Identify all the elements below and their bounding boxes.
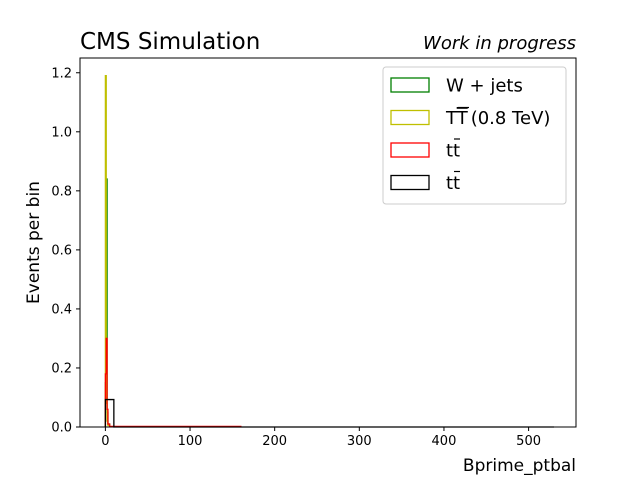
y-axis-ticks: 0.0 0.2 0.4 0.6 0.8 1.0 1.2 xyxy=(51,66,80,436)
chart-header-right: Work in progress xyxy=(423,33,576,54)
chart-header-left: CMS Simulation xyxy=(80,29,260,55)
legend-label: tt xyxy=(446,141,460,162)
plot-frame xyxy=(79,57,577,428)
x-axis-ticks: 0 100 200 300 400 500 xyxy=(101,427,541,449)
legend-swatch xyxy=(390,142,430,158)
y-axis-label: Events per bin xyxy=(24,181,44,304)
legend-box xyxy=(382,66,567,205)
histogram-series-1 xyxy=(104,75,111,427)
histogram-series-2 xyxy=(104,337,242,428)
legend-swatch xyxy=(390,174,430,191)
legend-swatch xyxy=(390,109,430,126)
legend-label: TT (0.8 TeV) xyxy=(445,108,550,129)
x-tick-label: 0 xyxy=(101,434,109,449)
y-tick-label: 1.2 xyxy=(51,66,72,81)
x-tick-label: 100 xyxy=(178,434,203,449)
y-tick-label: 0.6 xyxy=(51,243,72,258)
legend-label: tt xyxy=(446,173,460,194)
x-axis-label: Bprime_ptbal xyxy=(463,456,576,476)
y-tick-label: 1.0 xyxy=(51,125,72,140)
x-tick-label: 500 xyxy=(516,434,541,449)
legend-swatch xyxy=(390,77,430,93)
legend-label: W + jets xyxy=(446,76,523,97)
y-tick-label: 0.0 xyxy=(51,421,72,436)
x-tick-label: 400 xyxy=(432,434,457,449)
y-tick-label: 0.8 xyxy=(51,184,72,199)
histogram-series-3 xyxy=(104,398,554,428)
legend: W + jets TT (0.8 TeV) tt tt xyxy=(382,66,567,205)
x-tick-label: 200 xyxy=(262,434,287,449)
x-tick-label: 300 xyxy=(347,434,372,449)
y-tick-label: 0.2 xyxy=(51,361,72,376)
y-tick-label: 0.4 xyxy=(51,302,72,317)
